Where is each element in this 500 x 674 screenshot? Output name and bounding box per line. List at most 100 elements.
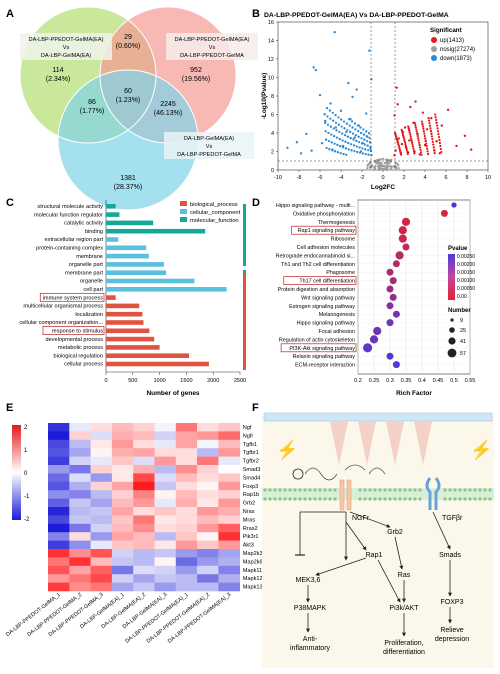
volcano-point-down (357, 124, 361, 127)
heatmap-cell (133, 565, 155, 575)
heatmap-cell (197, 490, 219, 499)
volcano-point-down (359, 126, 362, 129)
heatmap-cell (154, 507, 177, 516)
go-category-label: organelle part (69, 262, 104, 268)
node-foxp3: FOXP3 (441, 599, 464, 606)
node-grb2: Grb2 (387, 529, 403, 536)
membrane-lipid-head (393, 497, 397, 501)
heatmap-cell (69, 481, 91, 491)
microneedle-patch-backing (263, 412, 493, 422)
kegg-dot (389, 277, 397, 285)
venn-region-6-count: 2245 (160, 101, 176, 108)
volcano-y-tick: 0 (271, 168, 274, 174)
kegg-category-label: PI3K-Akt signaling pathway (289, 346, 355, 352)
volcano-point-up (429, 129, 433, 133)
kegg-number-swatch (449, 327, 455, 333)
volcano-point-up (403, 126, 407, 129)
venn-region-2-pct: (0.60%) (116, 43, 141, 50)
volcano-point-up (424, 137, 427, 140)
membrane-lipid-head (443, 488, 447, 492)
membrane-lipid-head (488, 497, 492, 501)
volcano-point-up (438, 141, 442, 145)
volcano-point-nosig (379, 163, 382, 166)
volcano-point-up (439, 144, 442, 148)
membrane-lipids (263, 488, 492, 501)
heatmap-cell (69, 574, 91, 583)
go-bar (106, 204, 116, 209)
kegg-category-label: Cell adhesion molecules (297, 245, 356, 251)
volcano-point-up (430, 117, 433, 120)
volcano-point-up (440, 124, 443, 127)
heatmap-cell (218, 448, 240, 457)
go-legend-mf: molecular_function (190, 218, 239, 224)
heatmap-cell (48, 557, 70, 567)
venn-region-7-pct: (28.37%) (114, 184, 142, 191)
heatmap-cell (154, 557, 177, 567)
volcano-point-down (328, 148, 331, 151)
go-x-tick: 500 (128, 378, 137, 384)
volcano-point-down (367, 153, 370, 156)
heatmap-cell (48, 532, 70, 541)
venn-region-3-count: 952 (190, 67, 202, 74)
go-highlight-box (42, 326, 105, 335)
volcano-x-tick: 6 (444, 175, 447, 181)
go-category-label: cellular process (64, 362, 103, 368)
go-bar (106, 228, 206, 234)
volcano-point-down (314, 68, 317, 72)
arrow-rap1-pi3k (377, 559, 401, 603)
volcano-point-down (327, 131, 330, 135)
venn-region-4-pct: (1.77%) (80, 108, 105, 115)
volcano-point-down (368, 49, 371, 52)
venn-label-3-line-3: DA-LBP-PPEDOT-GelMA (177, 152, 241, 158)
volcano-point-up (426, 147, 429, 150)
heatmap-cell (69, 431, 91, 441)
heatmap-cell (111, 582, 134, 592)
volcano-point-nosig (381, 157, 385, 160)
membrane-lipid-head (443, 497, 447, 501)
volcano-y-tick: 16 (268, 20, 274, 26)
heatmap-cell (154, 439, 177, 449)
membrane-lipid-head (388, 488, 392, 492)
node-rap1: Rap1 (366, 552, 383, 559)
kegg-number-swatch (450, 318, 454, 322)
volcano-point-up (402, 135, 405, 138)
outcome-anti-inflammatory-1: Anti- (303, 636, 318, 643)
arrow-to-grb2 (349, 511, 391, 528)
membrane-lipid-head (323, 488, 327, 492)
heatmap-cell (175, 523, 198, 533)
arrow-tgfbr-smads (432, 511, 451, 550)
panel-b-letter: B (252, 8, 260, 20)
microneedle-3 (386, 421, 404, 465)
volcano-point-down (368, 141, 372, 144)
membrane-lipid-head (408, 497, 412, 501)
heatmap-cell (90, 448, 113, 457)
membrane-lipid-head (268, 488, 272, 492)
volcano-point-down (305, 132, 308, 136)
volcano-point-up (401, 130, 405, 134)
heatmap-row-label: Mapk11 (243, 568, 263, 574)
membrane-lipid-head (378, 488, 382, 492)
volcano-point-up (398, 146, 401, 149)
panel-a: A DA-LBP-PPEDOT-GelMA(EA) Vs DA-LBP-GelM… (6, 6, 258, 211)
volcano-point-up (393, 154, 396, 157)
volcano-point-up (396, 103, 399, 106)
heatmap-cell (218, 549, 240, 558)
membrane-lipid-head (453, 488, 457, 492)
volcano-point-down (366, 135, 369, 138)
heatmap-cell (69, 549, 91, 558)
heatmap-cell (133, 574, 155, 583)
go-bracket-mf-2 (243, 270, 246, 276)
outcome-proliferation-1: Proliferation, (384, 640, 423, 647)
volcano-point-down (360, 137, 363, 140)
volcano-point-nosig (371, 164, 374, 167)
volcano-point-down (362, 133, 365, 136)
volcano-point-up (414, 126, 417, 129)
volcano-point-down (334, 114, 337, 117)
heatmap-cell (48, 498, 70, 508)
volcano-point-up (438, 138, 441, 142)
membrane-lipid-head (288, 488, 292, 492)
volcano-point-down (349, 130, 352, 134)
heatmap-cell (218, 540, 240, 550)
volcano-x-tick: -10 (274, 175, 282, 181)
heatmap-cell (48, 481, 70, 491)
